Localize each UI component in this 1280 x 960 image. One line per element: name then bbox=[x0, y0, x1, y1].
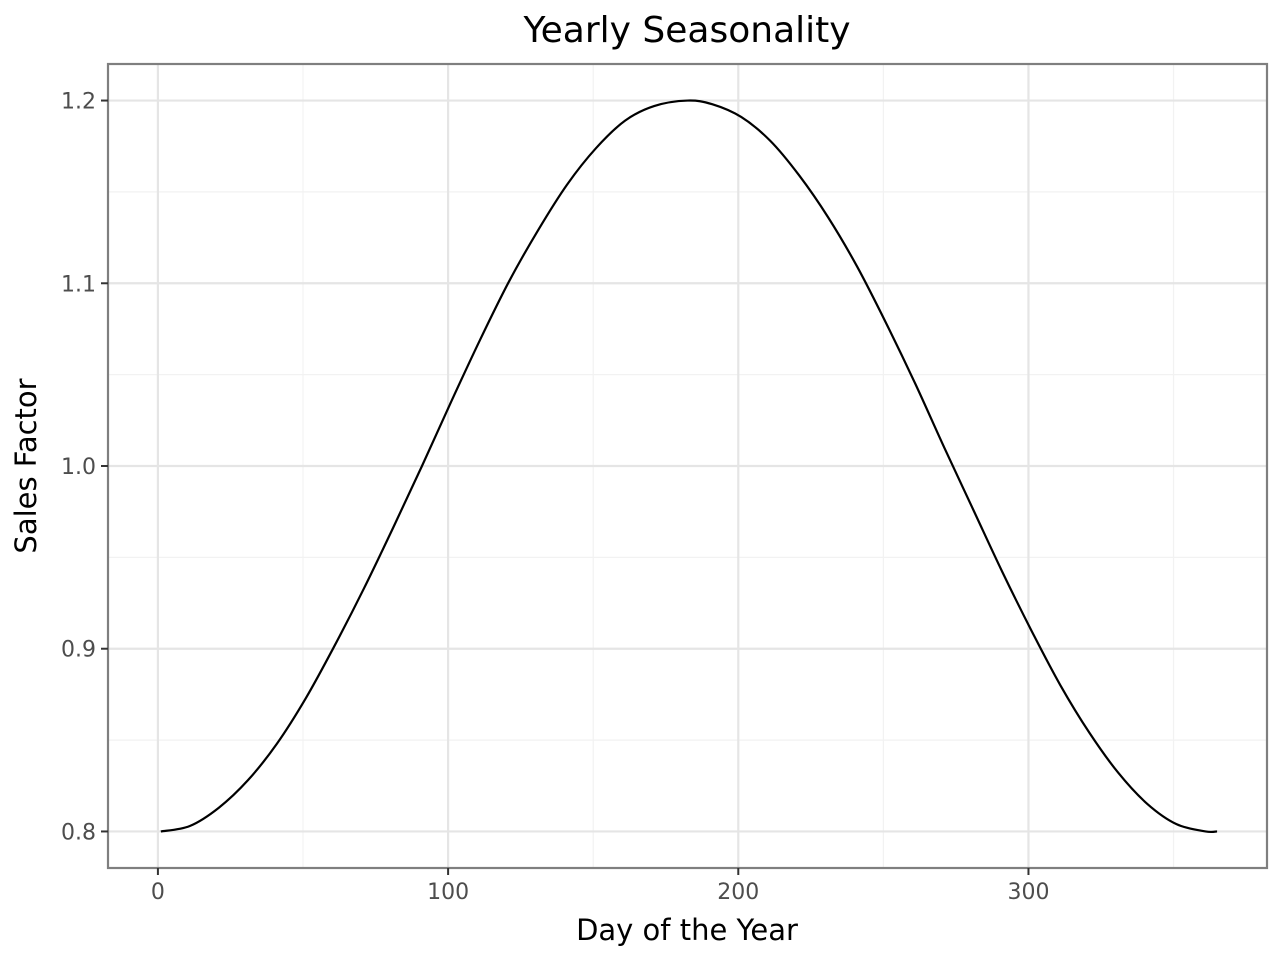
y-tick-label: 1.1 bbox=[61, 272, 96, 297]
y-tick-label: 1.2 bbox=[61, 90, 96, 115]
x-axis-title: Day of the Year bbox=[576, 913, 798, 947]
series-layer bbox=[160, 99, 1218, 834]
y-axis-title: Sales Factor bbox=[9, 378, 43, 553]
major-grid bbox=[108, 64, 1267, 868]
y-tick-label: 1.0 bbox=[61, 455, 96, 480]
series-line bbox=[160, 99, 1218, 834]
x-tick-label: 300 bbox=[1007, 880, 1049, 905]
x-axis: 0 100 200 300 bbox=[151, 868, 1049, 905]
chart-title: Yearly Seasonality bbox=[522, 10, 850, 51]
x-tick-label: 100 bbox=[427, 880, 469, 905]
x-tick-label: 200 bbox=[717, 880, 759, 905]
y-tick-label: 0.8 bbox=[61, 820, 96, 845]
x-tick-label: 0 bbox=[151, 880, 165, 905]
y-tick-label: 0.9 bbox=[61, 638, 96, 663]
y-axis: 0.8 0.9 1.0 1.1 1.2 bbox=[61, 90, 108, 845]
